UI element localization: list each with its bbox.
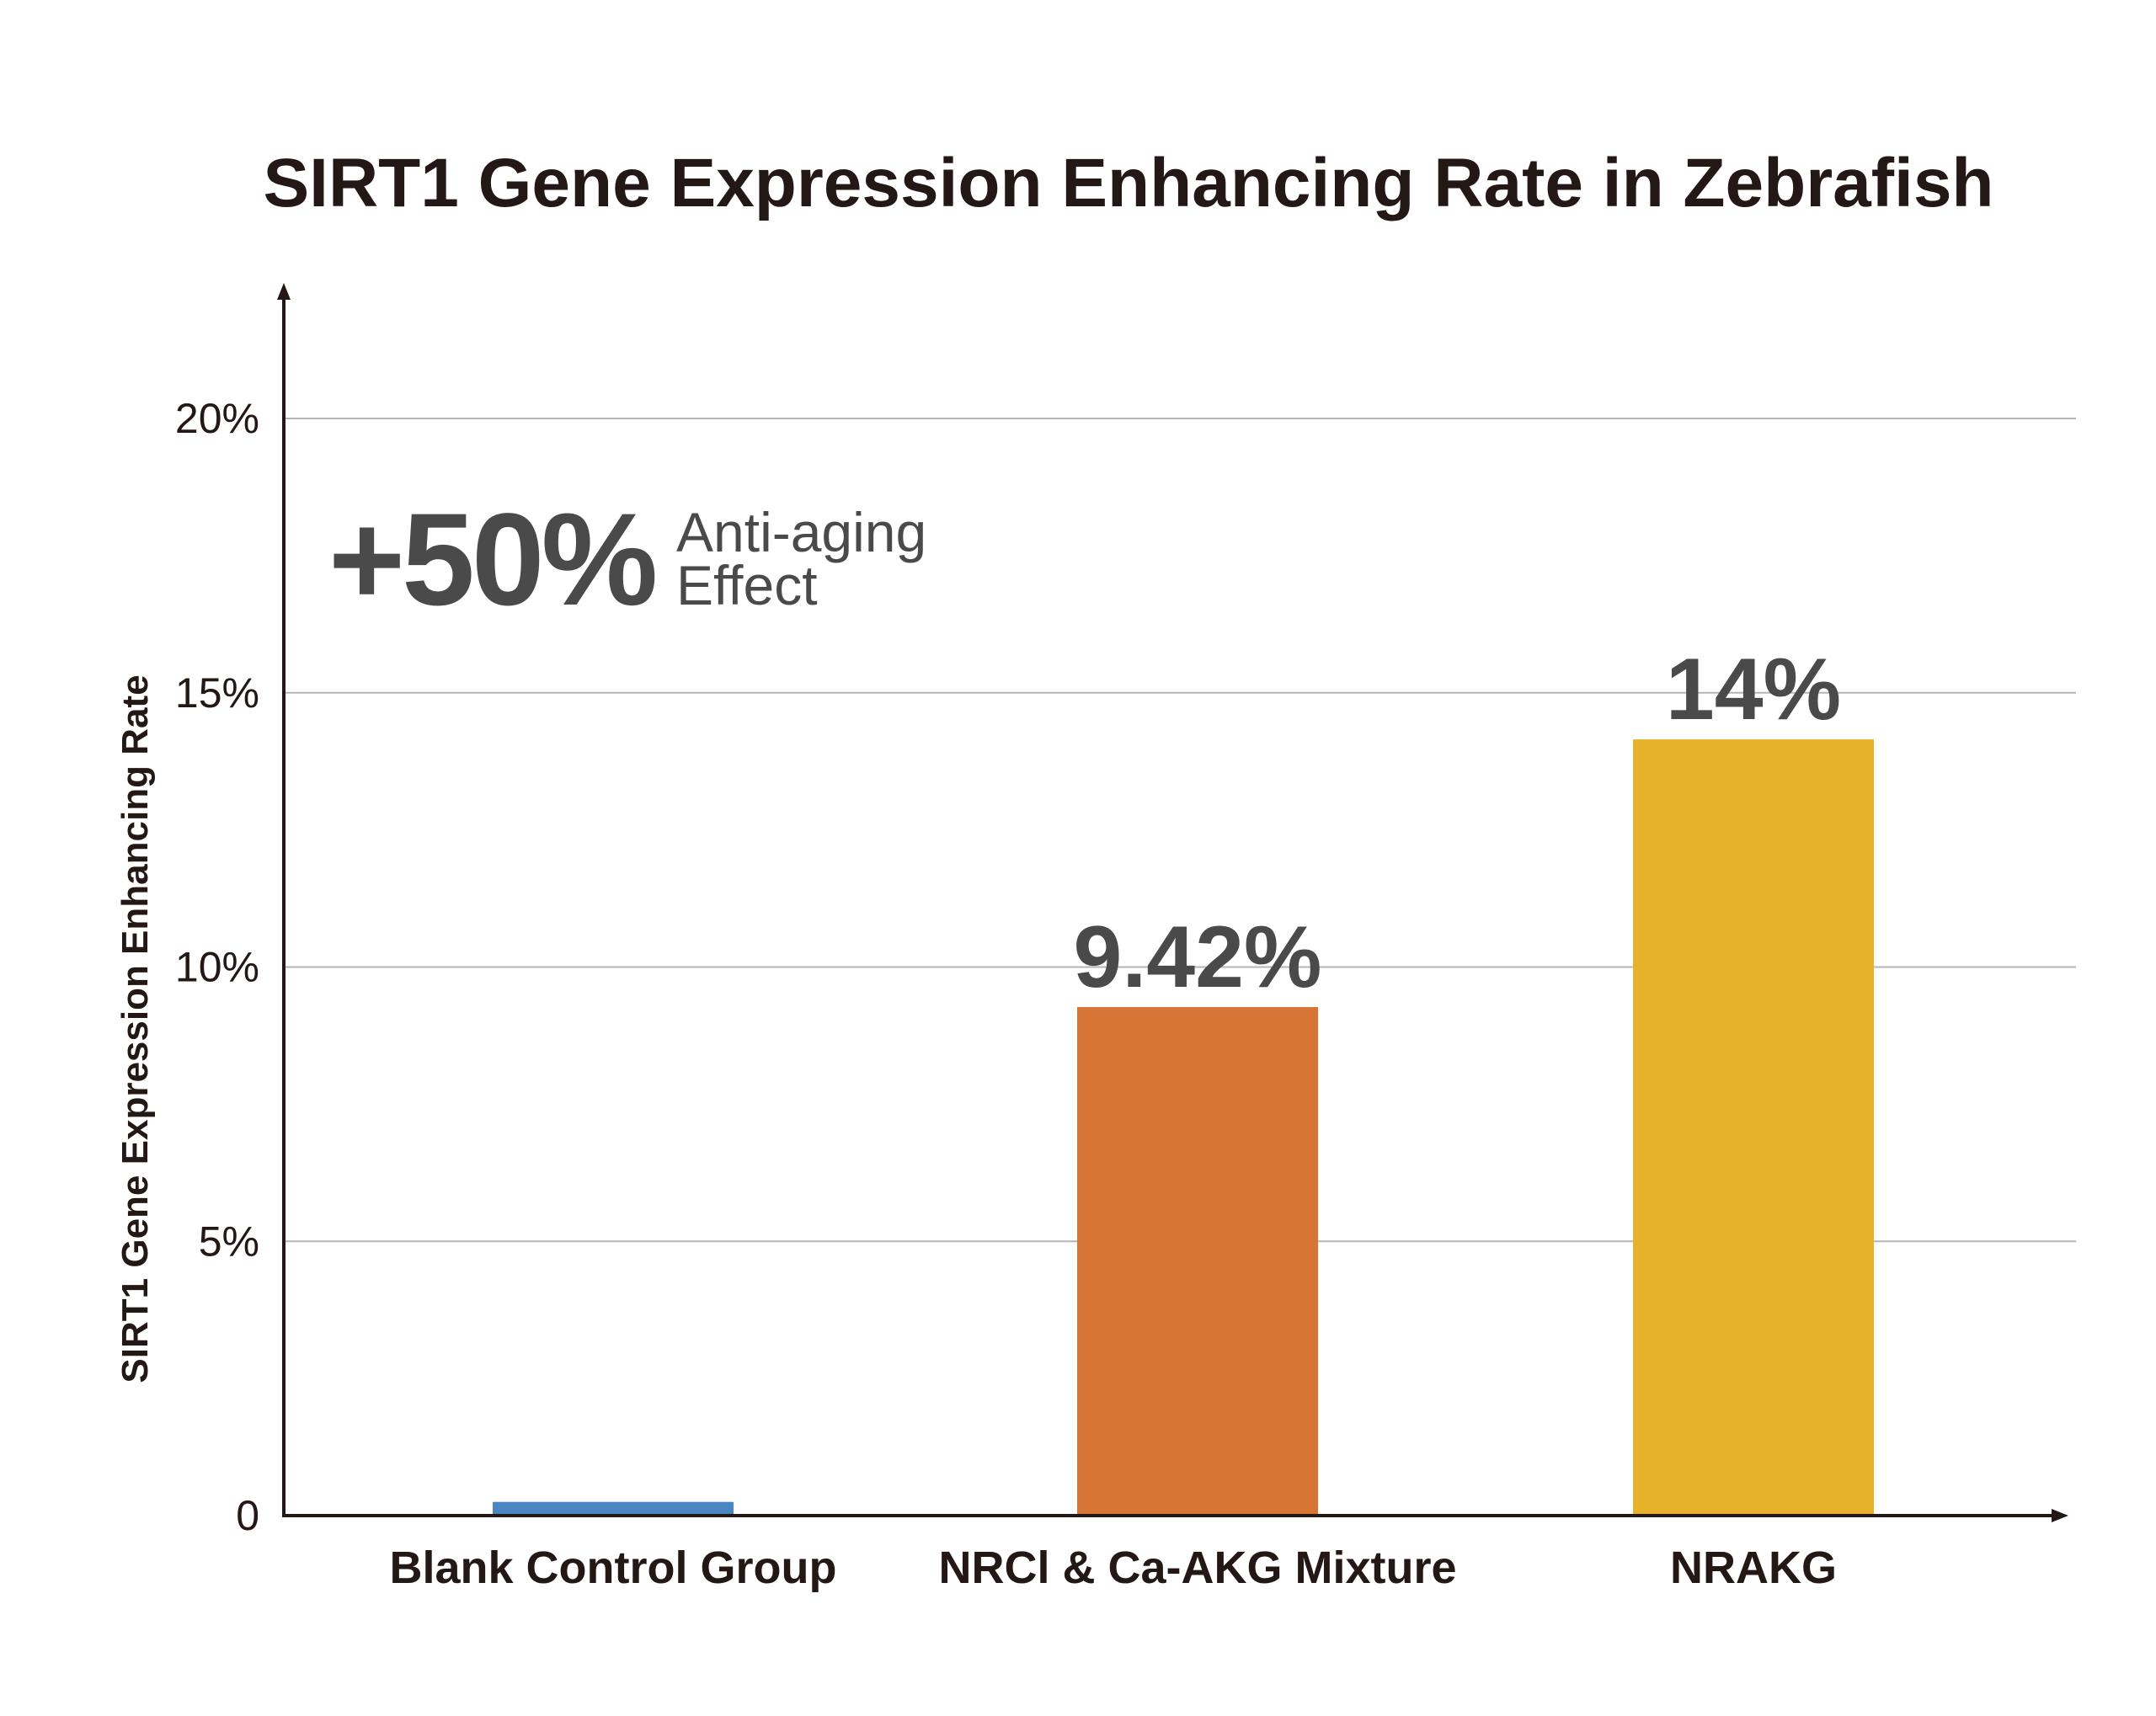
y-tick-label: 5% bbox=[199, 1218, 259, 1265]
bar bbox=[1633, 739, 1874, 1516]
y-tick-labels: 0 5% 10% 15% 20% bbox=[175, 395, 259, 1539]
x-tick-labels: Blank Control Group NRCl & Ca-AKG Mixture… bbox=[390, 1543, 1837, 1593]
bar-value-label: 14% bbox=[1666, 641, 1841, 738]
annotation-text-line1: Anti-aging bbox=[676, 501, 926, 563]
y-tick-label: 0 bbox=[236, 1492, 259, 1539]
annotation-value: +50% bbox=[328, 487, 655, 633]
bar bbox=[493, 1501, 734, 1516]
y-tick-label: 10% bbox=[175, 944, 259, 991]
y-axis-title: SIRT1 Gene Expression Enhancing Rate bbox=[115, 674, 156, 1383]
bars bbox=[493, 739, 1874, 1516]
bar-value-label: 9.42% bbox=[1074, 909, 1322, 1006]
bar bbox=[1077, 1007, 1318, 1516]
x-tick-label: NRAKG bbox=[1670, 1543, 1837, 1593]
value-labels: 9.42% 14% bbox=[1074, 641, 1842, 1006]
y-axis-arrow bbox=[277, 283, 291, 300]
x-tick-label: Blank Control Group bbox=[390, 1543, 837, 1593]
annotation-text-line2: Effect bbox=[676, 554, 818, 616]
x-tick-label: NRCl & Ca-AKG Mixture bbox=[938, 1543, 1456, 1593]
y-tick-label: 15% bbox=[175, 669, 259, 717]
chart-title: SIRT1 Gene Expression Enhancing Rate in … bbox=[263, 145, 1993, 221]
y-tick-label: 20% bbox=[175, 395, 259, 442]
x-axis-arrow bbox=[2052, 1509, 2068, 1522]
